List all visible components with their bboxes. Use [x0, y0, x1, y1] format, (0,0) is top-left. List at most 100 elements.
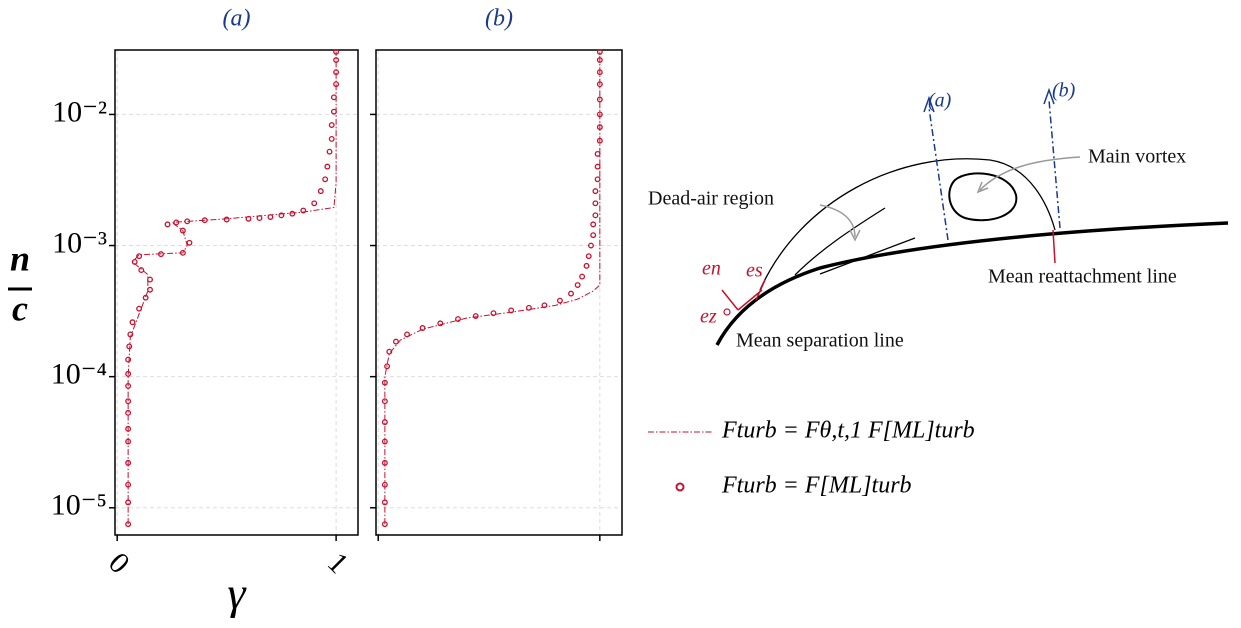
data-point	[594, 176, 601, 183]
data-point	[392, 338, 399, 345]
y-axis-label: n	[10, 238, 30, 278]
data-point	[125, 382, 132, 389]
data-point	[525, 304, 532, 311]
data-point	[125, 499, 132, 506]
data-point	[138, 267, 145, 274]
dead-air-streamlines	[794, 207, 916, 276]
data-point	[579, 273, 586, 280]
data-point	[300, 207, 307, 214]
data-point	[317, 188, 324, 195]
data-point	[289, 210, 296, 217]
data-point	[583, 262, 590, 269]
data-point	[596, 96, 603, 103]
data-point	[490, 310, 497, 317]
data-point	[592, 200, 599, 207]
data-point	[328, 122, 335, 128]
data-point	[278, 212, 285, 219]
data-point	[596, 111, 603, 118]
vector-label: ez	[700, 306, 717, 328]
data-point	[330, 108, 337, 115]
data-point	[381, 379, 388, 386]
data-point	[472, 313, 479, 319]
data-point	[330, 94, 337, 101]
y-tick-label: 10⁻⁴	[51, 358, 107, 391]
annotation: Main vortex	[1088, 146, 1186, 168]
data-point	[267, 214, 274, 220]
plot-frame	[114, 49, 359, 536]
annotation: Mean reattachment line	[988, 266, 1177, 288]
data-point	[594, 163, 601, 170]
annotation: Dead-air region	[648, 188, 774, 210]
diagram: (a) (b) Main vortex Dead-air region Mean…	[648, 80, 1229, 352]
data-point	[184, 218, 191, 225]
data-point	[384, 363, 391, 370]
main-vortex	[948, 172, 1018, 222]
data-point	[592, 212, 599, 219]
y-axis-label: c	[12, 288, 28, 328]
data-point	[125, 459, 132, 466]
data-point	[333, 57, 340, 63]
data-point	[125, 356, 132, 363]
data-point	[333, 69, 340, 76]
legend-swatch	[675, 482, 685, 492]
data-point	[324, 163, 331, 170]
data-point	[404, 331, 410, 338]
data-point	[125, 521, 132, 528]
panel-title: (a)	[223, 6, 251, 32]
pointer-arrows	[819, 156, 1081, 238]
data-point	[585, 253, 592, 260]
data-point	[381, 459, 388, 466]
data-point	[381, 438, 388, 445]
profile-arrowheads	[923, 87, 1055, 113]
vector-label: es	[746, 260, 763, 282]
data-point	[125, 398, 132, 405]
marker-lines	[721, 229, 1056, 311]
data-point	[596, 124, 603, 131]
data-point	[381, 499, 388, 506]
data-point	[556, 297, 563, 304]
series-line	[127, 51, 337, 525]
data-point	[455, 316, 461, 323]
profile-lines	[928, 99, 1061, 241]
data-point	[596, 69, 603, 76]
data-point	[179, 249, 186, 256]
x-tick-label: 0	[102, 546, 136, 580]
data-point	[201, 217, 208, 224]
data-point	[326, 148, 333, 155]
data-point	[386, 348, 393, 355]
data-point	[588, 242, 594, 249]
data-point	[125, 481, 132, 488]
y-tick-label: 10⁻³	[52, 226, 107, 259]
y-tick-label: 10⁻⁵	[51, 489, 107, 522]
data-point	[158, 251, 164, 258]
bubble-outline	[759, 158, 1056, 291]
data-point	[311, 200, 318, 207]
data-point	[592, 188, 599, 195]
data-point	[142, 294, 149, 301]
legend-label: Fturb = F[ML]turb	[721, 473, 912, 499]
data-point	[596, 137, 603, 144]
data-point	[256, 215, 263, 222]
data-point	[223, 216, 230, 223]
vector-label: en	[702, 258, 721, 280]
data-point	[381, 521, 388, 528]
panel-title: (b)	[485, 6, 513, 32]
data-point	[437, 320, 444, 327]
annotation: Mean separation line	[736, 330, 904, 352]
plot-frame	[375, 49, 623, 536]
data-point	[136, 305, 143, 312]
series-line	[384, 51, 601, 525]
data-point	[381, 419, 388, 426]
data-point	[147, 286, 153, 293]
data-point	[136, 253, 143, 260]
x-axis-label: γ	[227, 568, 247, 619]
data-point	[147, 276, 153, 283]
data-point	[590, 232, 597, 239]
profile-label: (a)	[928, 90, 952, 112]
data-point	[596, 57, 603, 63]
data-point	[179, 227, 186, 234]
legend-label: Fturb = Fθ,t,1 F[ML]turb	[721, 418, 975, 444]
data-point	[590, 221, 597, 228]
data-point	[596, 81, 603, 88]
